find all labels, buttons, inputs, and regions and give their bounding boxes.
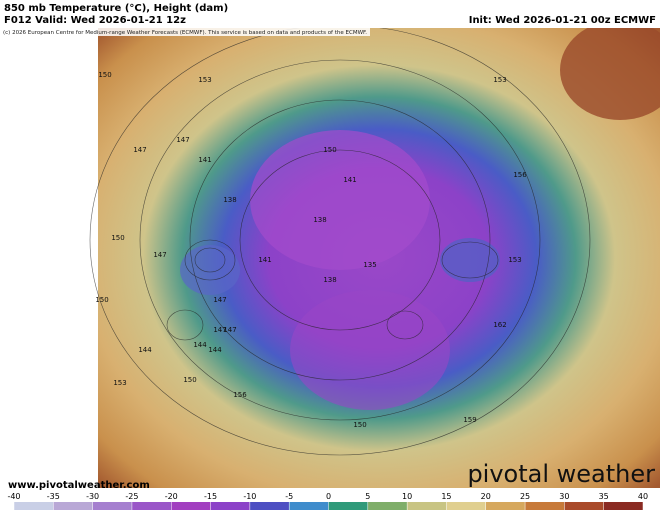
colorbar-segment xyxy=(407,502,447,510)
map-title: 850 mb Temperature (°C), Height (dam) xyxy=(4,3,228,14)
colorbar-tick-label: 40 xyxy=(638,492,648,501)
colorbar-tick-label: 0 xyxy=(326,492,331,501)
colorbar-tick-label: -10 xyxy=(243,492,256,501)
contour-label: 153 xyxy=(493,76,506,84)
contour-label: 144 xyxy=(208,346,222,354)
contour-label: 147 xyxy=(213,296,226,304)
contour-label: 150 xyxy=(98,71,111,79)
contour-label: 144 xyxy=(193,341,207,349)
contour-label: 147 xyxy=(213,326,226,334)
colorbar-segment xyxy=(289,502,329,510)
contour-label: 156 xyxy=(233,391,247,399)
colorbar-segment xyxy=(564,502,604,510)
credit: (c) 2026 European Centre for Medium-rang… xyxy=(3,30,367,36)
colorbar-segment xyxy=(328,502,368,510)
contour-label: 150 xyxy=(353,421,366,429)
colorbar-segment xyxy=(446,502,486,510)
colorbar-segment xyxy=(92,502,132,510)
colorbar-segment xyxy=(131,502,172,510)
contour-label: 150 xyxy=(323,146,336,154)
contour-label: 150 xyxy=(111,234,124,242)
valid-time: F012 Valid: Wed 2026-01-21 12z xyxy=(4,15,186,26)
contour-label: 147 xyxy=(176,136,189,144)
contour-label: 153 xyxy=(198,76,211,84)
contour-label: 138 xyxy=(223,196,236,204)
brand: pivotal weather xyxy=(467,460,655,488)
contour-label: 156 xyxy=(513,171,527,179)
contour-label: 153 xyxy=(113,379,126,387)
site-url: www.pivotalweather.com xyxy=(8,480,150,491)
colorbar-segment xyxy=(485,502,526,510)
warm-region xyxy=(560,20,660,120)
colorbar-tick-label: 25 xyxy=(520,492,530,501)
colorbar-tick-label: 30 xyxy=(559,492,569,501)
cold-region xyxy=(250,130,430,270)
contour-label: 147 xyxy=(153,251,166,259)
contour-label: 135 xyxy=(363,261,376,269)
contour-label: 141 xyxy=(198,156,211,164)
colorbar-tick-label: 5 xyxy=(365,492,370,501)
cold-region xyxy=(290,290,450,410)
contour-label: 162 xyxy=(493,321,506,329)
colorbar-tick-label: -35 xyxy=(47,492,60,501)
colorbar-tick-label: 20 xyxy=(481,492,491,501)
colorbar-segment xyxy=(525,502,565,510)
colorbar-segment xyxy=(249,502,290,510)
colorbar-tick-label: 15 xyxy=(441,492,451,501)
init-time: Init: Wed 2026-01-21 00z ECMWF xyxy=(469,15,656,26)
colorbar-segment xyxy=(171,502,211,510)
contour-label: 159 xyxy=(463,416,476,424)
contour-label: 141 xyxy=(258,256,271,264)
colorbar-segment xyxy=(367,502,408,510)
credit-band xyxy=(0,28,370,36)
contour-label: 147 xyxy=(223,326,236,334)
colorbar-segment xyxy=(603,502,643,510)
colorbar-tick-label: -30 xyxy=(86,492,99,501)
contour-label: 153 xyxy=(508,256,521,264)
colorbar-tick-label: -5 xyxy=(285,492,293,501)
colorbar-tick-label: -25 xyxy=(125,492,138,501)
contour-label: 138 xyxy=(323,276,336,284)
contour-label: 144 xyxy=(138,346,152,354)
contour-label: 150 xyxy=(95,296,108,304)
colorbar-segment xyxy=(53,502,93,510)
low-center xyxy=(180,245,240,295)
contour-label: 150 xyxy=(183,376,196,384)
contour-label: 141 xyxy=(343,176,356,184)
colorbar-tick-label: -20 xyxy=(165,492,178,501)
colorbar-segment xyxy=(210,502,250,510)
colorbar-tick-label: -40 xyxy=(7,492,20,501)
low-center xyxy=(440,238,500,282)
header-band xyxy=(0,0,660,28)
contour-label: 138 xyxy=(313,216,326,224)
contour-labels: 1501531471501471411381471501411381351441… xyxy=(95,71,527,429)
colorbar: -40 -35 -30 -25 -20 -15 -10 -5 0 5 10 15 20 25 30 35 40 xyxy=(7,492,648,510)
colorbar-tick-label: 35 xyxy=(599,492,609,501)
colorbar-segment xyxy=(14,502,54,510)
colorbar-tick-label: -15 xyxy=(204,492,217,501)
contour-label: 147 xyxy=(133,146,146,154)
colorbar-tick-label: 10 xyxy=(402,492,412,501)
contours xyxy=(89,24,591,456)
